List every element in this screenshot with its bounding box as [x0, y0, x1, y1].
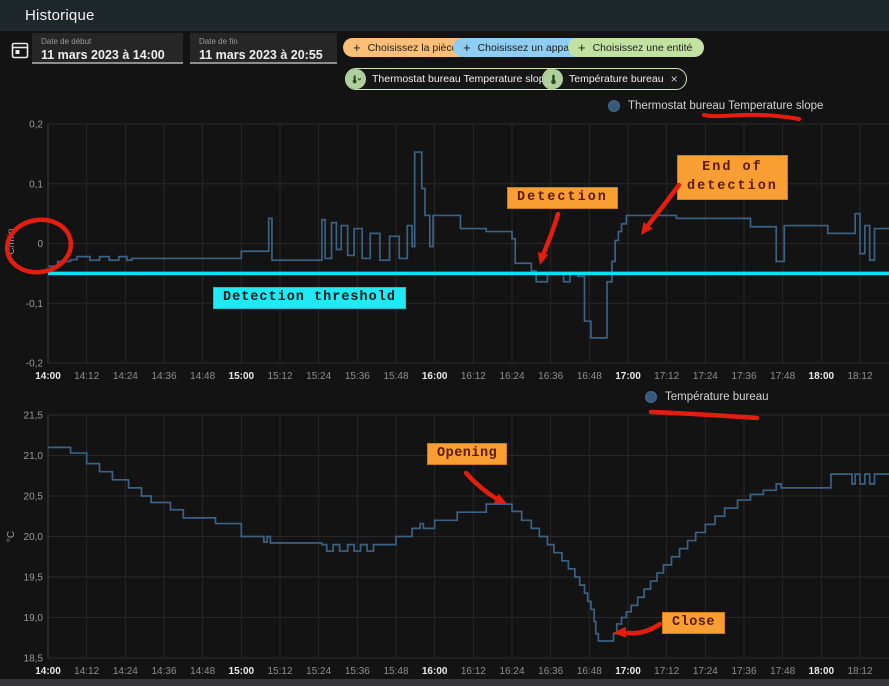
svg-text:19,0: 19,0	[24, 613, 44, 624]
svg-text:17:36: 17:36	[731, 371, 756, 382]
svg-text:18,5: 18,5	[24, 654, 44, 665]
temperature-slope-chart[interactable]: 14:00 14:12 14:24 14:36 14:48 15:00 15:12 15:24…	[0, 96, 889, 392]
detection-annotation: Detection	[507, 187, 618, 209]
svg-text:16:48: 16:48	[577, 371, 602, 382]
close-annotation: Close	[662, 612, 726, 634]
svg-text:18:00: 18:00	[809, 666, 835, 677]
thermometer-icon	[543, 69, 563, 89]
svg-text:17:36: 17:36	[731, 666, 756, 677]
choose-area-button[interactable]: + Choisissez la pièce	[343, 38, 470, 57]
svg-text:16:00: 16:00	[422, 666, 448, 677]
svg-text:21,5: 21,5	[24, 411, 44, 422]
svg-text:17:12: 17:12	[654, 666, 679, 677]
svg-text:15:12: 15:12	[267, 371, 292, 382]
svg-text:14:12: 14:12	[74, 371, 99, 382]
svg-text:14:36: 14:36	[151, 666, 176, 677]
svg-text:21,0: 21,0	[24, 451, 44, 462]
page-title: Historique	[25, 7, 95, 24]
svg-text:17:24: 17:24	[693, 371, 718, 382]
svg-text:16:36: 16:36	[538, 371, 563, 382]
svg-text:18:12: 18:12	[847, 666, 872, 677]
svg-text:16:36: 16:36	[538, 666, 563, 677]
svg-text:17:00: 17:00	[615, 371, 641, 382]
svg-text:17:12: 17:12	[654, 371, 679, 382]
svg-text:15:48: 15:48	[383, 666, 408, 677]
plus-icon: +	[578, 40, 586, 55]
svg-text:15:00: 15:00	[229, 371, 255, 382]
svg-text:14:24: 14:24	[113, 666, 138, 677]
svg-text:°C/min: °C/min	[6, 228, 17, 258]
svg-text:14:48: 14:48	[190, 371, 215, 382]
plus-icon: +	[463, 40, 471, 55]
svg-text:16:12: 16:12	[461, 666, 486, 677]
app-header: Historique	[0, 0, 889, 31]
series-dot-icon	[645, 391, 657, 403]
end-of-detection-annotation: End of detection	[677, 155, 788, 200]
entity-chip-label: Thermostat bureau Temperature slope	[372, 73, 551, 85]
svg-text:14:12: 14:12	[74, 666, 99, 677]
svg-text:15:36: 15:36	[345, 371, 370, 382]
legend-temperature[interactable]: Température bureau	[645, 391, 769, 403]
legend-label: Température bureau	[665, 391, 769, 403]
svg-text:14:00: 14:00	[35, 666, 61, 677]
svg-text:17:48: 17:48	[770, 371, 795, 382]
svg-text:0: 0	[37, 239, 43, 250]
entity-chip-temperature-slope[interactable]: Thermostat bureau Temperature slope ×	[345, 68, 574, 90]
choose-entity-button[interactable]: + Choisissez une entité	[568, 38, 705, 57]
entity-chip-temperature[interactable]: Température bureau ×	[542, 68, 687, 90]
start-date-value: 11 mars 2023 à 14:00	[41, 48, 165, 62]
svg-text:15:24: 15:24	[306, 371, 331, 382]
svg-text:0,2: 0,2	[29, 120, 43, 131]
plus-icon: +	[353, 40, 361, 55]
bottom-scrollbar	[0, 679, 889, 686]
calendar-icon	[10, 42, 30, 64]
svg-text:18:12: 18:12	[847, 371, 872, 382]
svg-text:16:48: 16:48	[577, 666, 602, 677]
svg-text:15:12: 15:12	[267, 666, 292, 677]
legend-label: Thermostat bureau Temperature slope	[628, 100, 824, 112]
svg-text:15:48: 15:48	[383, 371, 408, 382]
svg-text:17:24: 17:24	[693, 666, 718, 677]
svg-text:17:00: 17:00	[615, 666, 641, 677]
start-date-field[interactable]: Date de début 11 mars 2023 à 14:00	[32, 33, 183, 64]
series-dot-icon	[608, 100, 620, 112]
svg-text:18:00: 18:00	[809, 371, 835, 382]
end-date-label: Date de fin	[199, 37, 238, 46]
calendar-icon-button[interactable]	[10, 40, 30, 60]
legend-temperature-slope[interactable]: Thermostat bureau Temperature slope	[608, 100, 823, 112]
svg-text:15:36: 15:36	[345, 666, 370, 677]
opening-annotation: Opening	[427, 443, 508, 465]
svg-text:16:00: 16:00	[422, 371, 448, 382]
svg-text:17:48: 17:48	[770, 666, 795, 677]
choose-area-label: Choisissez la pièce	[367, 41, 458, 54]
svg-text:14:36: 14:36	[151, 371, 176, 382]
svg-text:0,1: 0,1	[29, 179, 43, 190]
svg-text:19,5: 19,5	[24, 573, 44, 584]
svg-text:15:24: 15:24	[306, 666, 331, 677]
svg-text:20,0: 20,0	[24, 532, 44, 543]
choose-entity-label: Choisissez une entité	[592, 41, 693, 54]
end-date-value: 11 mars 2023 à 20:55	[199, 48, 323, 62]
detection-threshold-annotation: Detection threshold	[213, 287, 406, 309]
remove-chip-icon[interactable]: ×	[670, 72, 678, 86]
choose-device-label: Choisissez un appareil	[477, 41, 584, 54]
start-date-label: Date de début	[41, 37, 92, 46]
svg-text:-0,1: -0,1	[26, 299, 44, 310]
svg-text:14:24: 14:24	[113, 371, 138, 382]
svg-text:14:48: 14:48	[190, 666, 215, 677]
end-date-field[interactable]: Date de fin 11 mars 2023 à 20:55	[190, 33, 337, 64]
svg-text:°C: °C	[6, 531, 17, 542]
choose-device-button[interactable]: + Choisissez un appareil	[453, 38, 596, 57]
svg-text:15:00: 15:00	[229, 666, 255, 677]
svg-text:16:12: 16:12	[461, 371, 486, 382]
entity-chip-label: Température bureau	[569, 73, 664, 85]
svg-text:-0,2: -0,2	[26, 359, 44, 370]
svg-text:14:00: 14:00	[35, 371, 61, 382]
svg-text:16:24: 16:24	[499, 666, 524, 677]
temperature-chart[interactable]: 14:00 14:12 14:24 14:36 14:48 15:00 15:12 15:24…	[0, 392, 889, 686]
svg-text:20,5: 20,5	[24, 492, 44, 503]
thermometer-chevron-icon	[346, 69, 366, 89]
svg-text:16:24: 16:24	[499, 371, 524, 382]
